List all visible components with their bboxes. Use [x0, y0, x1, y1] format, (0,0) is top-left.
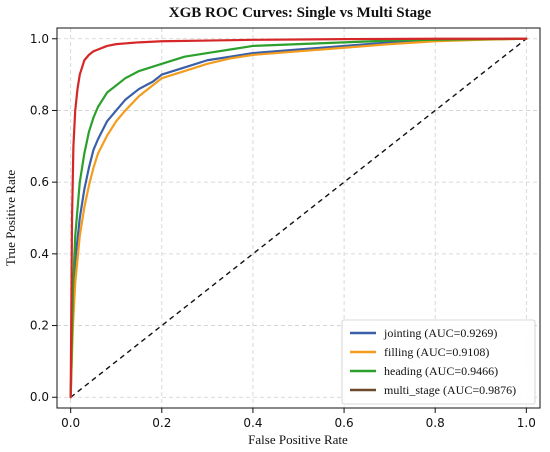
y-tick-label-4: 0.8	[30, 103, 49, 117]
x-tick-label-4: 0.8	[426, 416, 445, 430]
x-tick-label-5: 1.0	[517, 416, 536, 430]
legend-label-1: filling (AUC=0.9108)	[384, 345, 489, 359]
x-axis-label: False Positive Rate	[248, 432, 348, 447]
x-tick-label-0: 0.0	[61, 416, 80, 430]
series-lines	[69, 37, 528, 399]
y-tick-label-5: 1.0	[30, 32, 49, 46]
series-line-3	[69, 37, 528, 399]
y-axis-label: True Positive Rate	[3, 170, 18, 267]
legend-label-2: heading (AUC=0.9466)	[384, 364, 498, 378]
reference-line	[70, 38, 527, 398]
grid	[57, 28, 540, 408]
series-line-1	[69, 37, 528, 399]
legend-label-3: multi_stage (AUC=0.9876)	[384, 383, 516, 397]
y-tick-label-0: 0.0	[30, 390, 49, 404]
x-tick-label-3: 0.6	[335, 416, 354, 430]
legend: jointing (AUC=0.9269) filling (AUC=0.9108…	[341, 319, 536, 405]
axis-ticks: 0.0 0.2 0.4 0.6 0.8 1.0 0.0 0.2 0.4 0.6 0.8 1.0	[30, 32, 536, 430]
x-tick-label-2: 0.4	[243, 416, 262, 430]
x-tick-label-1: 0.2	[152, 416, 171, 430]
reference-diagonal	[70, 38, 527, 398]
legend-box	[341, 319, 536, 405]
plot-frame	[56, 27, 541, 409]
y-tick-label-3: 0.6	[30, 175, 49, 189]
y-tick-label-2: 0.4	[30, 247, 49, 261]
y-tick-label-1: 0.2	[30, 319, 49, 333]
legend-label-0: jointing (AUC=0.9269)	[383, 326, 497, 340]
chart-title: XGB ROC Curves: Single vs Multi Stage	[169, 5, 432, 21]
series-line-2	[69, 37, 528, 399]
series-line-0	[69, 37, 528, 399]
